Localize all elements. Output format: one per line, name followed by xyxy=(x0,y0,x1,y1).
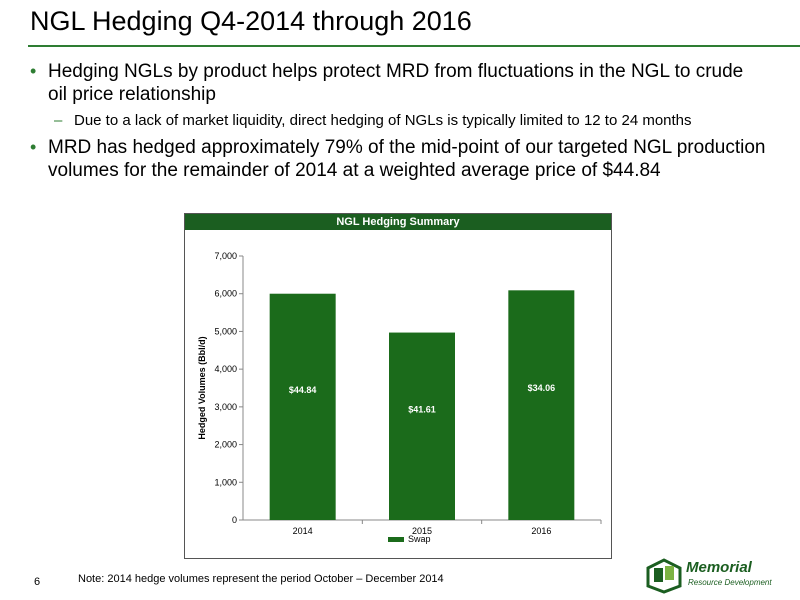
y-axis-label: Hedged Volumes (Bbl/d) xyxy=(197,336,207,439)
bar-2016 xyxy=(508,290,575,520)
title-divider xyxy=(28,45,800,47)
logo-subtitle: Resource Development xyxy=(688,578,772,587)
ngl-hedging-chart: 0 1,000 2,000 3,000 4,000 5,000 6,000 7,000 Hedg… xyxy=(197,251,602,544)
bar-data-label: $34.06 xyxy=(528,383,556,393)
bullet-list: Hedging NGLs by product helps protect MR… xyxy=(26,60,766,182)
x-tick-label: 2016 xyxy=(531,526,551,536)
y-tick-label: 2,000 xyxy=(214,440,237,450)
y-tick-label: 5,000 xyxy=(214,326,237,336)
bar-2015 xyxy=(389,332,455,520)
bullet-1: Hedging NGLs by product helps protect MR… xyxy=(26,60,766,106)
y-tick-label: 0 xyxy=(232,515,237,525)
x-tick-label: 2015 xyxy=(412,526,432,536)
bar-data-label: $44.84 xyxy=(289,385,317,395)
legend-swatch-swap xyxy=(388,537,404,542)
y-tick-label: 3,000 xyxy=(214,402,237,412)
sub-bullet-1-text: Due to a lack of market liquidity, direc… xyxy=(74,112,692,129)
logo-mark-icon xyxy=(646,558,682,594)
chart-panel: NGL Hedging Summary 0 1,000 2,000 3,000 4,00… xyxy=(184,213,612,559)
footnote: Note: 2014 hedge volumes represent the p… xyxy=(78,573,444,585)
bar-2014 xyxy=(269,293,336,520)
page-number: 6 xyxy=(34,576,41,588)
y-tick-label: 7,000 xyxy=(214,251,237,261)
sub-bullet-1: – Due to a lack of market liquidity, dir… xyxy=(26,111,766,130)
bar-data-label: $41.61 xyxy=(408,404,436,414)
legend-label-swap: Swap xyxy=(408,534,431,544)
dash-marker: – xyxy=(54,112,63,129)
y-tick-label: 6,000 xyxy=(214,289,237,299)
slide-title: NGL Hedging Q4-2014 through 2016 xyxy=(30,6,472,36)
company-logo: Memorial Resource Development xyxy=(644,556,794,594)
y-tick-label: 4,000 xyxy=(214,364,237,374)
y-tick-label: 1,000 xyxy=(214,477,237,487)
logo-name: Memorial xyxy=(686,559,752,576)
bullet-2: MRD has hedged approximately 79% of the … xyxy=(26,136,766,182)
chart-title: NGL Hedging Summary xyxy=(185,214,611,230)
x-tick-label: 2014 xyxy=(293,526,313,536)
